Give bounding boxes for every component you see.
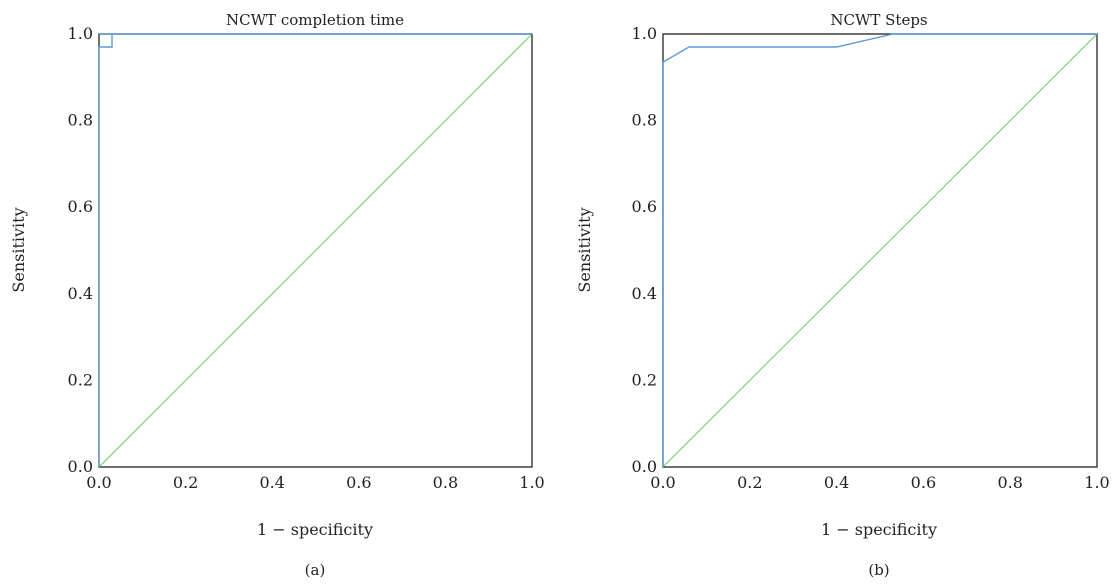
panel-a-x-tick-label: 0.6: [346, 473, 371, 492]
panel-b-reference-line: [662, 33, 1098, 468]
panel-a-reference-line: [98, 33, 533, 468]
panel-a-y-axis-label: Sensitivity: [9, 207, 28, 292]
panel-a-x-tick-label: 1.0: [519, 473, 544, 492]
panel-a-title: NCWT completion time: [226, 11, 404, 29]
panel-a-label: (a): [305, 561, 326, 579]
panel-b: NCWT Steps 0.0 0.2 0.4 0.6 0.8 1.0 0.0 0.2 0.4 0…: [575, 11, 1110, 579]
panel-a-x-axis-label: 1 − specificity: [257, 520, 373, 539]
panel-b-x-tick-label: 1.0: [1084, 473, 1109, 492]
panel-b-y-tick-label: 0.0: [632, 457, 657, 476]
panel-b-y-tick-label: 0.6: [632, 197, 657, 216]
panel-b-y-tick-label: 0.4: [632, 284, 657, 303]
panel-a-x-tick-label: 0.4: [259, 473, 284, 492]
panel-a-y-tick-label: 0.0: [68, 457, 93, 476]
panel-b-x-tick-label: 0.6: [911, 473, 936, 492]
panel-a-x-tick-label: 0.0: [86, 473, 111, 492]
panel-b-x-tick-label: 0.4: [824, 473, 849, 492]
panel-b-x-axis-label: 1 − specificity: [821, 520, 937, 539]
panel-b-y-axis-label: Sensitivity: [575, 207, 594, 292]
panel-a-x-tick-label: 0.2: [173, 473, 198, 492]
panel-b-label: (b): [868, 561, 889, 579]
panel-b-roc-curve: [662, 33, 1097, 467]
panel-b-x-tick-label: 0.0: [650, 473, 675, 492]
panel-a: NCWT completion time 0.00.20.40.60.81.0 …: [9, 11, 545, 579]
panel-a-y-tick-label: 0.6: [68, 197, 93, 216]
panel-b-x-tick-label: 0.8: [997, 473, 1022, 492]
panel-b-y-tick-label: 0.2: [632, 370, 657, 389]
panel-b-y-tick-label: 1.0: [632, 24, 657, 43]
panel-b-y-tick-label: 0.8: [632, 111, 657, 130]
panel-b-x-tick-label: 0.2: [737, 473, 762, 492]
panel-a-x-tick-label: 0.8: [433, 473, 458, 492]
panel-a-roc-curve: [98, 33, 532, 467]
panel-a-y-tick-label: 0.4: [68, 284, 93, 303]
panel-a-y-tick-label: 0.2: [68, 370, 93, 389]
panel-a-y-tick-label: 1.0: [68, 24, 93, 43]
panel-b-title: NCWT Steps: [830, 11, 927, 29]
panel-a-y-tick-label: 0.8: [68, 111, 93, 130]
